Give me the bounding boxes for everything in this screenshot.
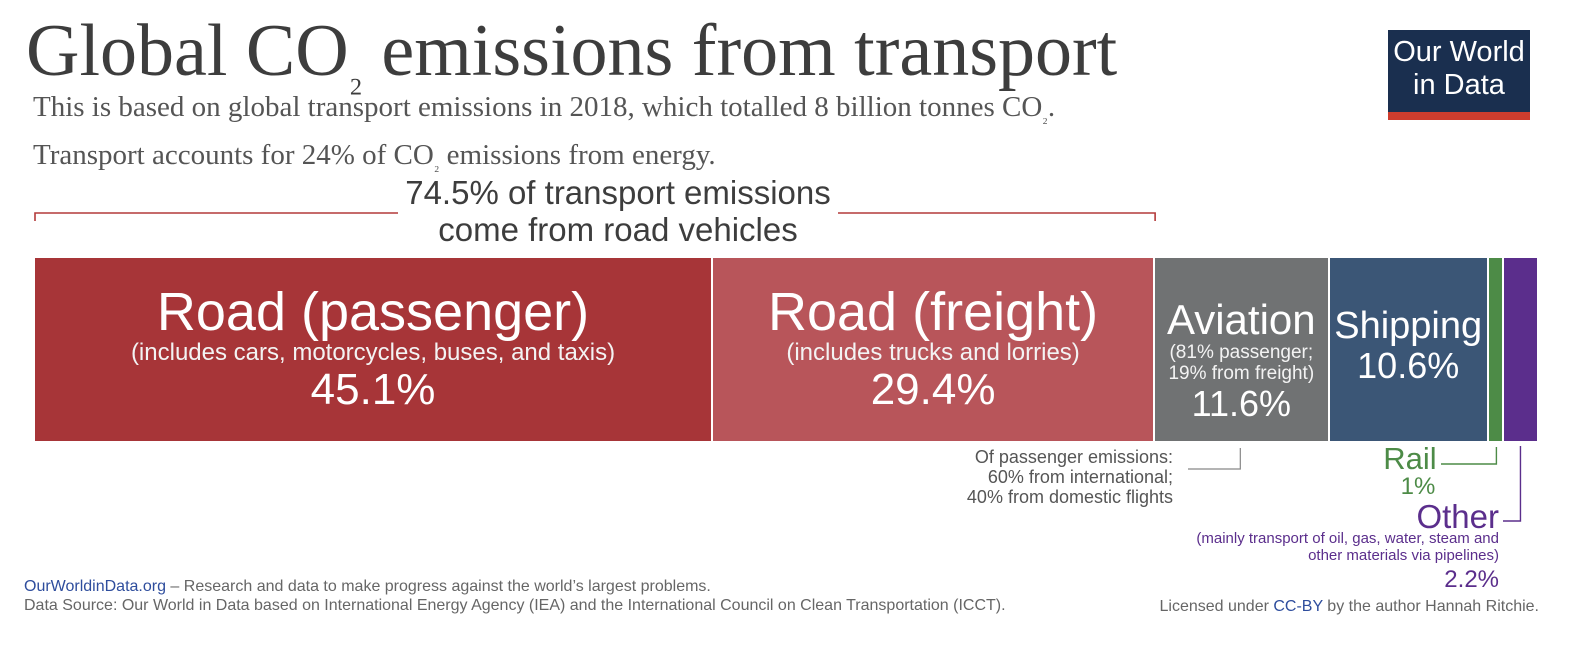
bar-segment-rail [1488, 258, 1504, 441]
segment-value: 10.6% [1357, 345, 1460, 386]
road-bracket-left [34, 212, 398, 221]
segment-label-group: Aviation (81% passenger; 19% from freight… [1155, 298, 1327, 424]
segment-value: 29.4% [870, 365, 996, 414]
segment-value: 45.1% [310, 365, 436, 414]
license-link[interactable]: CC-BY [1273, 598, 1323, 615]
other-value: 2.2% [1444, 566, 1499, 593]
road-group-annotation: 74.5% of transport emissions come from r… [405, 174, 831, 248]
footer-left: OurWorldinData.org – Research and data t… [24, 577, 1006, 615]
data-source: Data Source: Our World in Data based on … [24, 597, 1006, 614]
aviation-note-line [1188, 448, 1241, 470]
chart-subtitle: This is based on global transport emissi… [33, 88, 1055, 184]
site-link[interactable]: OurWorldinData.org [24, 578, 166, 595]
segment-value: 11.6% [1191, 383, 1292, 424]
segment-description: (includes trucks and lorries) [786, 339, 1080, 366]
aviation-note-line-1: Of passenger emissions: [975, 447, 1173, 467]
owid-logo[interactable]: Our World in Data [1388, 30, 1530, 120]
segment-label-group: Road (freight) (includes trucks and lorri… [713, 284, 1153, 414]
segment-name: Road (freight) [768, 282, 1099, 342]
rail-value: 1% [1401, 473, 1436, 500]
segment-name: Road (passenger) [156, 282, 590, 342]
footer-license: Licensed under CC-BY by the author Hanna… [1159, 598, 1540, 615]
logo-accent-bar [1388, 112, 1530, 120]
aviation-note-line-3: 40% from domestic flights [967, 487, 1173, 507]
bar-segment-shipping: Shipping 10.6% [1329, 258, 1489, 441]
other-description-line-1: (mainly transport of oil, gas, water, st… [1196, 530, 1499, 547]
subtitle-line-1: This is based on global transport emissi… [33, 91, 1056, 125]
segment-description: (81% passenger; 19% from freight) [1168, 342, 1315, 384]
segment-label-group: Shipping 10.6% [1330, 306, 1487, 386]
bar-segment-road-freight: Road (freight) (includes trucks and lorri… [713, 258, 1156, 441]
segment-description: (includes cars, motorcycles, buses, and … [130, 339, 616, 366]
segment-name: Shipping [1334, 305, 1483, 347]
logo-text: Our World in Data [1393, 36, 1525, 101]
bar-segment-aviation: Aviation (81% passenger; 19% from freight… [1155, 258, 1330, 441]
segment-label-group: Road (passenger) (includes cars, motorcyc… [35, 284, 711, 414]
bar-segment-other [1503, 258, 1537, 441]
road-bracket-right [838, 212, 1156, 221]
aviation-note-line-2: 60% from international; [988, 467, 1173, 487]
other-leader-line [1503, 446, 1522, 522]
rail-label: Rail [1383, 441, 1436, 476]
segment-name: Aviation [1166, 296, 1316, 343]
other-description-line-2: other materials via pipelines) [1308, 547, 1499, 564]
subtitle-line-2: Transport accounts for 24% of CO₂ emissi… [33, 138, 716, 173]
other-label: Other [1416, 498, 1499, 535]
chart-title: Global CO₂ emissions from transport [26, 10, 1118, 96]
bar-segment-road-passenger: Road (passenger) (includes cars, motorcyc… [35, 258, 714, 441]
rail-leader-line [1441, 447, 1498, 465]
footer-tagline: – Research and data to make progress aga… [165, 578, 711, 595]
